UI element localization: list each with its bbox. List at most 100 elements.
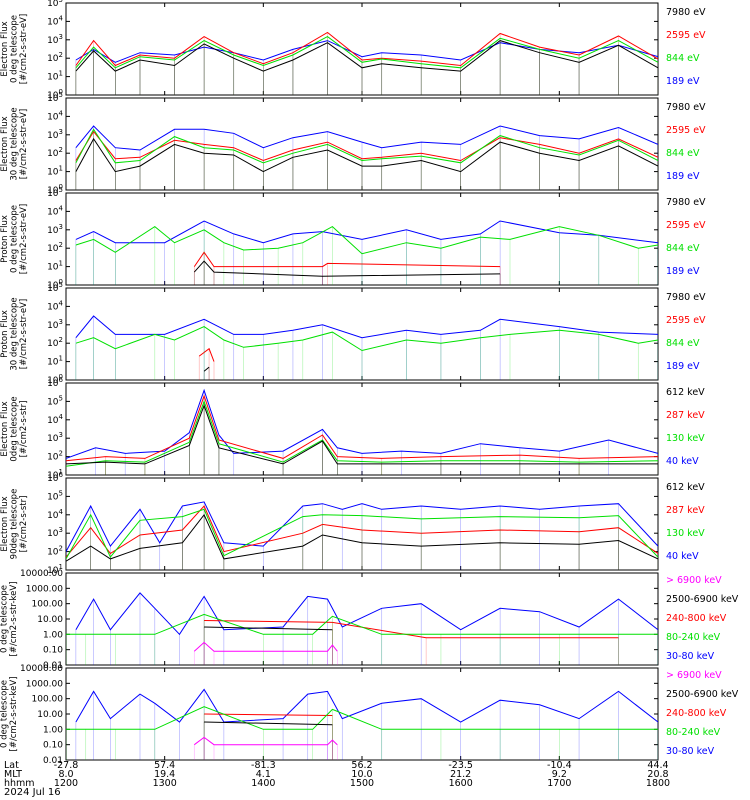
legend-entry: 7980 eV (666, 197, 706, 208)
legend-entry: 189 eV (666, 266, 700, 277)
legend-entry: 7980 eV (666, 292, 706, 303)
y-tick-label: 101 (47, 70, 63, 83)
y-axis-label: TEDElectron Flux0 deg telescope[#/cm2-s-… (0, 14, 29, 84)
lat-tick-label: -10.4 (547, 760, 572, 771)
legend-entry: 30-80 keV (666, 651, 715, 662)
legend-entry: 189 eV (666, 361, 700, 372)
y-tick-label: 104 (47, 109, 63, 122)
y-tick-label: 101 (47, 468, 63, 481)
series-red (198, 347, 215, 362)
legend-entry: 612 keV (666, 482, 705, 493)
legend-entry: 240-800 keV (666, 613, 727, 624)
y-tick-label: 0.10 (43, 646, 63, 656)
series-black (66, 513, 658, 562)
legend-entry: 844 eV (666, 243, 700, 254)
series-green (66, 399, 658, 467)
legend-entry: > 6900 keV (666, 575, 722, 586)
legend-entry: 7980 eV (666, 102, 706, 113)
y-tick-label: 10.00 (37, 710, 63, 720)
y-tick-label: 104 (47, 413, 63, 426)
mlt-tick-label: 9.2 (552, 769, 567, 780)
series-black (203, 366, 210, 372)
y-tick-label: 10.00 (37, 615, 63, 625)
y-tick-label: 10000.00 (20, 569, 63, 579)
y-axis-label: TEDElectron Flux30 deg telescope[#/cm2-s… (0, 107, 29, 180)
legend-entry: 844 eV (666, 148, 700, 159)
mlt-tick-label: 19.4 (154, 769, 175, 780)
lat-tick-label: -81.3 (251, 760, 276, 771)
legend-entry: 130 keV (666, 528, 705, 539)
y-tick-label: 1.00 (43, 725, 63, 735)
y-tick-label: 103 (47, 223, 63, 236)
series-black (204, 626, 333, 631)
series-green (66, 613, 658, 635)
series-green (66, 508, 658, 560)
y-axis-label: TEDProton Flux0 deg telescope[#/cm2-s-st… (0, 204, 29, 274)
legend-entry: 7980 eV (666, 7, 706, 18)
mlt-tick-label: 21.2 (450, 769, 471, 780)
y-tick-label: 102 (47, 545, 63, 558)
y-tick-label: 1.00 (43, 630, 63, 640)
series-blue (66, 388, 658, 459)
hhmm-tick-label: 1600 (449, 778, 473, 789)
y-tick-label: 105 (47, 91, 63, 104)
hhmm-tick-label: 1700 (547, 778, 571, 789)
y-tick-label: 103 (47, 33, 63, 46)
flux-panel-2: 100 101 102 103 104 105 TEDElectron Flux30 deg… (0, 91, 706, 196)
flux-panel-1: 100 101 102 103 104 105 TEDElectron Flux0 deg … (0, 0, 706, 101)
series-green (75, 326, 658, 352)
y-tick-label: 102 (47, 51, 63, 64)
y-tick-label: 105 (47, 394, 63, 407)
legend-entry: 2595 eV (666, 315, 706, 326)
lat-tick-label: 44.4 (647, 760, 668, 771)
series-green (75, 36, 658, 69)
flux-panel-4: 100 101 102 103 104 105 TEDProton Flux30 deg t… (0, 281, 706, 386)
series-black (193, 260, 501, 277)
series-magenta (193, 641, 338, 652)
y-tick-label: 104 (47, 14, 63, 27)
legend-entry: 2500-6900 keV (666, 689, 739, 700)
y-tick-label: 10000.00 (20, 664, 63, 674)
y-tick-label: 100 (47, 373, 63, 386)
series-blue (75, 688, 658, 723)
series-red (66, 505, 658, 558)
date-label: 2024 Jul 16 (4, 787, 61, 798)
y-tick-label: 102 (47, 241, 63, 254)
series-blue (66, 501, 658, 552)
legend-entry: 844 eV (666, 338, 700, 349)
hhmm-tick-label: 1300 (153, 778, 177, 789)
legend-entry: 40 keV (666, 456, 699, 467)
y-tick-label: 100.00 (32, 600, 64, 610)
legend-entry: 2595 eV (666, 220, 706, 231)
y-tick-label: 101 (47, 165, 63, 178)
series-magenta (194, 736, 338, 746)
y-tick-label: 103 (47, 318, 63, 331)
y-tick-label: 105 (47, 489, 63, 502)
legend-entry: 30-80 keV (666, 746, 715, 757)
legend-entry: 40 keV (666, 551, 699, 562)
hhmm-tick-label: 1400 (251, 778, 275, 789)
y-tick-label: 0.01 (43, 661, 63, 671)
hhmm-tick-label: 1500 (350, 778, 374, 789)
y-tick-label: 103 (47, 431, 63, 444)
flux-panel-5: 101 102 103 104 105 106 MEPEDElectron Flux0deg… (0, 376, 705, 481)
series-red (66, 394, 658, 462)
series-black (204, 721, 333, 726)
flux-panel-8: 10000.00 1000.00 100.00 10.00 1.00 0.10 0.01 0 … (0, 664, 739, 766)
series-green (75, 128, 658, 164)
legend-entry: 80-240 keV (666, 632, 721, 643)
flux-panel-3: 100 101 102 103 104 105 TEDProton Flux0 deg te… (0, 186, 706, 291)
lat-tick-label: -23.5 (448, 760, 473, 771)
y-tick-label: 101 (47, 355, 63, 368)
y-tick-label: 103 (47, 526, 63, 539)
legend-entry: 130 keV (666, 433, 705, 444)
lat-tick-label: -27.8 (54, 760, 79, 771)
mlt-tick-label: 10.0 (351, 769, 372, 780)
y-tick-label: 102 (47, 450, 63, 463)
y-axis-label: TEDProton Flux30 deg telescope[#/cm2-s-s… (0, 297, 29, 370)
legend-entry: 189 eV (666, 171, 700, 182)
flux-panel-6: 101 102 103 104 105 106 MEPEDElectron Flux90de… (0, 471, 705, 576)
y-tick-label: 102 (47, 146, 63, 159)
legend-entry: 287 keV (666, 410, 705, 421)
